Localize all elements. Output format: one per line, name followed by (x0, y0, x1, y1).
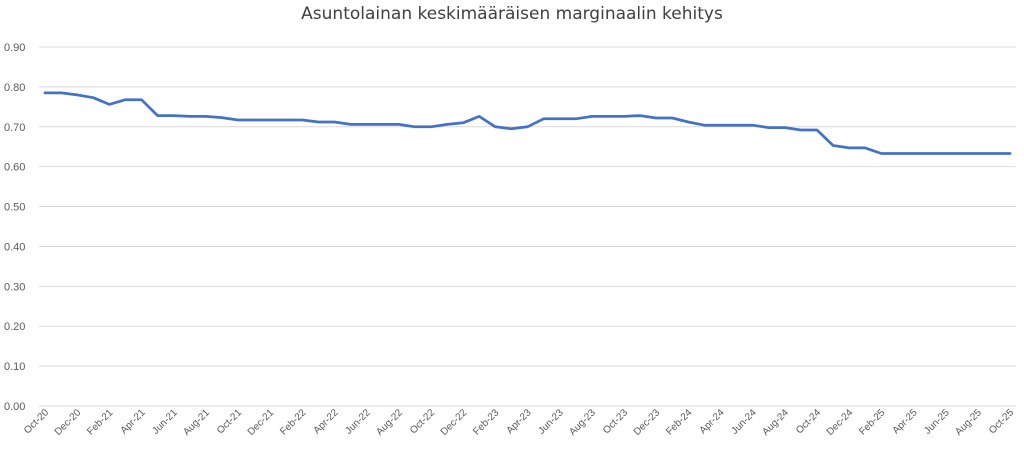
x-tick-label: Oct-22 (408, 407, 437, 436)
x-tick-label: Aug-21 (181, 407, 212, 438)
x-tick-label: Dec-23 (632, 407, 663, 438)
x-tick-label: Apr-21 (119, 407, 148, 436)
x-tick-label: Feb-21 (85, 407, 115, 437)
x-tick-label: Feb-25 (857, 407, 887, 437)
x-tick-label: Jun-23 (536, 407, 566, 437)
x-tick-label: Jun-24 (729, 407, 759, 437)
x-tick-label: Dec-24 (825, 407, 856, 438)
x-tick-label: Apr-23 (505, 407, 534, 436)
x-tick-label: Feb-24 (664, 407, 694, 437)
x-tick-label: Apr-22 (312, 407, 341, 436)
y-tick-label: 0.50 (4, 202, 25, 214)
x-tick-label: Aug-23 (567, 407, 598, 438)
x-tick-label: Feb-23 (471, 407, 501, 437)
y-tick-label: 0.40 (4, 241, 25, 253)
x-tick-label: Apr-24 (698, 407, 727, 436)
x-tick-label: Jun-22 (343, 407, 373, 437)
series-layer (43, 91, 1012, 155)
series-line (43, 91, 1012, 155)
y-tick-label: 0.60 (4, 162, 25, 174)
x-tick-label: Oct-25 (987, 407, 1016, 436)
y-tick-label: 0.90 (4, 42, 25, 54)
x-tick-label: Feb-22 (278, 407, 308, 437)
chart-title: Asuntolainan keskimääräisen marginaalin … (301, 4, 723, 24)
x-tick-label: Jun-21 (150, 407, 180, 437)
x-tick-label: Aug-24 (760, 407, 791, 438)
y-tick-label: 0.80 (4, 82, 25, 94)
x-tick-label: Aug-22 (374, 407, 405, 438)
x-tick-label: Apr-25 (891, 407, 920, 436)
x-tick-label: Dec-22 (439, 407, 470, 438)
y-tick-label: 0.70 (4, 122, 25, 134)
x-tick-label: Oct-23 (601, 407, 630, 436)
y-axis-tick-labels: 0.00 0.10 0.20 0.30 0.40 0.50 0.60 0.70 0.80 0.90 (4, 42, 25, 413)
x-tick-label: Jun-25 (922, 407, 952, 437)
y-tick-label: 0.20 (4, 321, 25, 333)
x-tick-label: Aug-25 (953, 407, 984, 438)
gridlines (39, 46, 1016, 407)
x-tick-label: Dec-21 (246, 407, 277, 438)
x-tick-label: Oct-20 (22, 407, 51, 436)
y-tick-label: 0.10 (4, 361, 25, 373)
x-tick-label: Oct-24 (794, 407, 823, 436)
x-tick-label: Dec-20 (53, 407, 84, 438)
y-tick-label: 0.30 (4, 281, 25, 293)
x-tick-label: Oct-21 (215, 407, 244, 436)
x-axis-tick-labels: Oct-20 Dec-20 Feb-21 Apr-21 Jun-21 Aug-21 Oct-… (22, 407, 1016, 438)
y-tick-label: 0.00 (4, 401, 25, 413)
